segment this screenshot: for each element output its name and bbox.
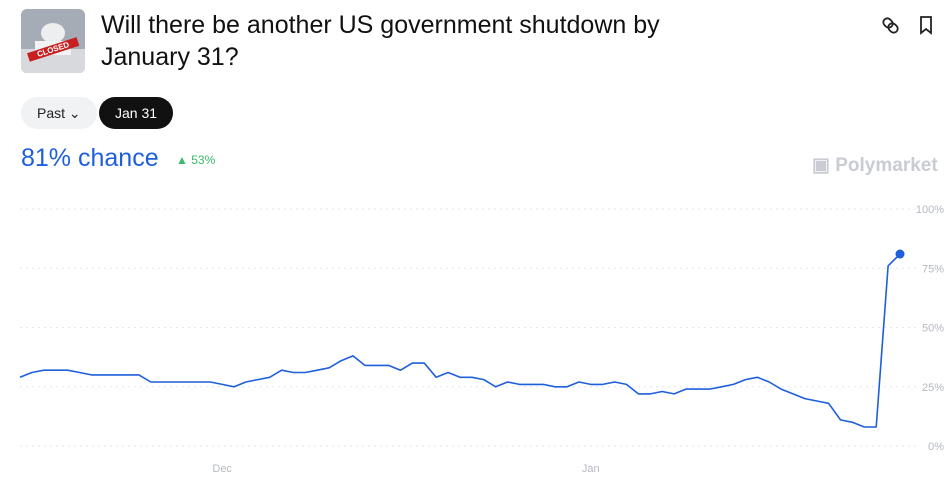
y-tick-label: 100% xyxy=(916,204,944,216)
price-line xyxy=(19,253,901,428)
y-tick-label: 75% xyxy=(922,263,944,275)
end-dot xyxy=(895,249,905,259)
link-icon[interactable] xyxy=(882,17,900,35)
y-tick-label: 50% xyxy=(922,323,944,335)
brand: ▣ Polymarket xyxy=(812,155,938,176)
chart: 0% 25% 50% 75% 100% Dec Jan xyxy=(19,204,944,475)
x-tick-label: Dec xyxy=(212,463,232,475)
past-button[interactable]: Past ⌄ xyxy=(21,97,97,129)
bookmark-icon[interactable] xyxy=(920,16,932,35)
date-button[interactable]: Jan 31 xyxy=(99,97,174,129)
change: ▲ 53% xyxy=(176,153,216,167)
change-value: 53% xyxy=(191,153,216,167)
x-tick-label: Jan xyxy=(582,463,600,475)
brand-name: Polymarket xyxy=(835,155,938,176)
y-tick-label: 0% xyxy=(928,441,944,453)
actions xyxy=(882,16,932,35)
market-title: Will there be another US government shut… xyxy=(101,11,660,71)
chance: 81% chance xyxy=(21,144,159,172)
market-image: CLOSED xyxy=(21,9,85,73)
y-tick-label: 25% xyxy=(922,382,944,394)
button-label: Past xyxy=(37,105,66,121)
